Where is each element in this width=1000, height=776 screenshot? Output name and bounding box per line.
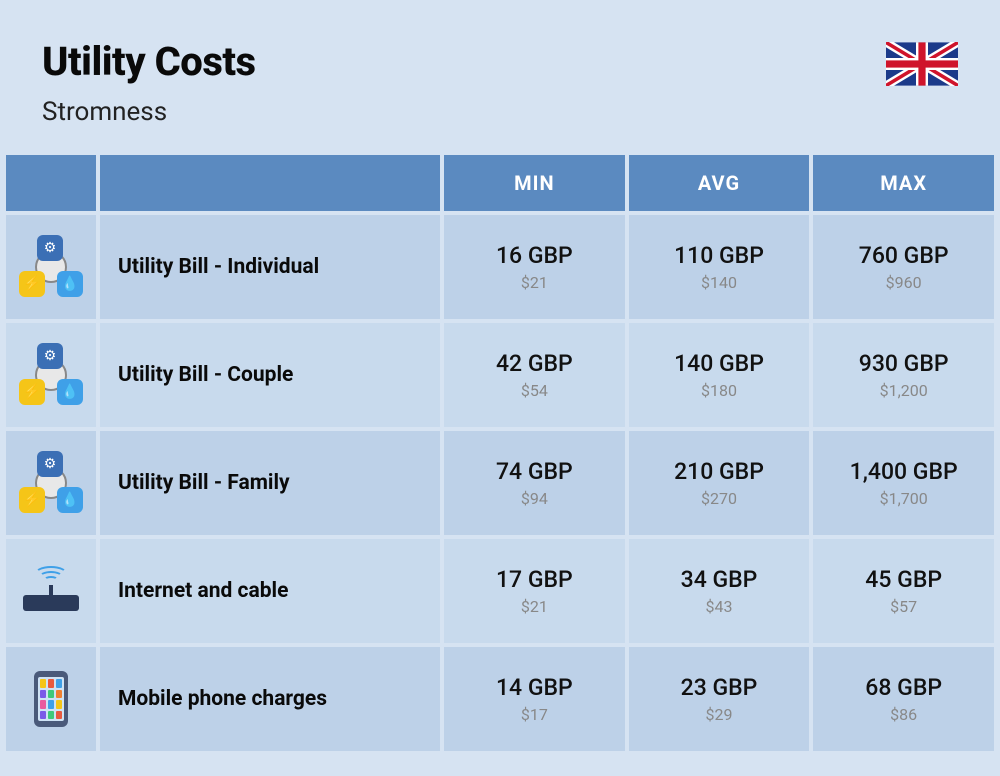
cell-avg: 34 GBP $43 (629, 539, 810, 643)
column-header-avg: AVG (629, 155, 810, 211)
cell-avg: 23 GBP $29 (629, 647, 810, 751)
column-header-min: MIN (444, 155, 625, 211)
value-primary: 110 GBP (674, 242, 764, 269)
utility-icon: ⚙ ⚡ 💧 (23, 239, 79, 295)
value-secondary: $43 (706, 597, 733, 616)
value-secondary: $54 (521, 381, 548, 400)
page-title: Utility Costs (42, 38, 256, 85)
value-secondary: $960 (886, 273, 922, 292)
cell-max: 930 GBP $1,200 (813, 323, 994, 427)
cell-min: 42 GBP $54 (444, 323, 625, 427)
cell-min: 14 GBP $17 (444, 647, 625, 751)
row-label: Internet and cable (100, 539, 440, 643)
value-primary: 140 GBP (674, 350, 764, 377)
value-secondary: $94 (521, 489, 548, 508)
cell-min: 17 GBP $21 (444, 539, 625, 643)
cell-max: 1,400 GBP $1,700 (813, 431, 994, 535)
value-secondary: $29 (706, 705, 733, 724)
utility-icon: ⚙ ⚡ 💧 (23, 347, 79, 403)
uk-flag-icon (886, 42, 958, 86)
cell-max: 45 GBP $57 (813, 539, 994, 643)
page-subtitle: Stromness (42, 97, 256, 127)
value-primary: 68 GBP (865, 674, 942, 701)
column-header-max: MAX (813, 155, 994, 211)
table-header-spacer (6, 155, 96, 211)
value-primary: 42 GBP (496, 350, 573, 377)
value-primary: 45 GBP (865, 566, 942, 593)
value-secondary: $140 (701, 273, 737, 292)
value-primary: 14 GBP (496, 674, 573, 701)
value-primary: 34 GBP (681, 566, 758, 593)
row-icon-cell: ⚙ ⚡ 💧 (6, 215, 96, 319)
cell-avg: 140 GBP $180 (629, 323, 810, 427)
row-label: Utility Bill - Couple (100, 323, 440, 427)
value-secondary: $21 (521, 597, 548, 616)
value-primary: 23 GBP (681, 674, 758, 701)
value-secondary: $21 (521, 273, 548, 292)
row-label: Utility Bill - Family (100, 431, 440, 535)
value-primary: 74 GBP (496, 458, 573, 485)
title-block: Utility Costs Stromness (42, 38, 256, 127)
cell-min: 16 GBP $21 (444, 215, 625, 319)
cell-max: 68 GBP $86 (813, 647, 994, 751)
value-secondary: $57 (890, 597, 917, 616)
value-secondary: $180 (701, 381, 737, 400)
value-primary: 210 GBP (674, 458, 764, 485)
value-secondary: $270 (701, 489, 737, 508)
value-primary: 760 GBP (859, 242, 949, 269)
cost-table: MIN AVG MAX ⚙ ⚡ 💧 Utility Bill - Individ… (0, 155, 1000, 751)
header: Utility Costs Stromness (0, 0, 1000, 155)
row-icon-cell (6, 539, 96, 643)
utility-icon: ⚙ ⚡ 💧 (23, 455, 79, 511)
row-icon-cell: ⚙ ⚡ 💧 (6, 431, 96, 535)
phone-icon (34, 671, 68, 727)
value-secondary: $1,200 (880, 381, 928, 400)
value-secondary: $1,700 (880, 489, 928, 508)
table-header-spacer (100, 155, 440, 211)
value-primary: 930 GBP (859, 350, 949, 377)
row-label: Mobile phone charges (100, 647, 440, 751)
cell-min: 74 GBP $94 (444, 431, 625, 535)
cell-avg: 110 GBP $140 (629, 215, 810, 319)
router-icon (23, 571, 79, 611)
row-label: Utility Bill - Individual (100, 215, 440, 319)
value-secondary: $86 (890, 705, 917, 724)
row-icon-cell: ⚙ ⚡ 💧 (6, 323, 96, 427)
row-icon-cell (6, 647, 96, 751)
value-secondary: $17 (521, 705, 548, 724)
value-primary: 1,400 GBP (850, 458, 958, 485)
cell-max: 760 GBP $960 (813, 215, 994, 319)
value-primary: 17 GBP (496, 566, 573, 593)
cell-avg: 210 GBP $270 (629, 431, 810, 535)
value-primary: 16 GBP (496, 242, 573, 269)
